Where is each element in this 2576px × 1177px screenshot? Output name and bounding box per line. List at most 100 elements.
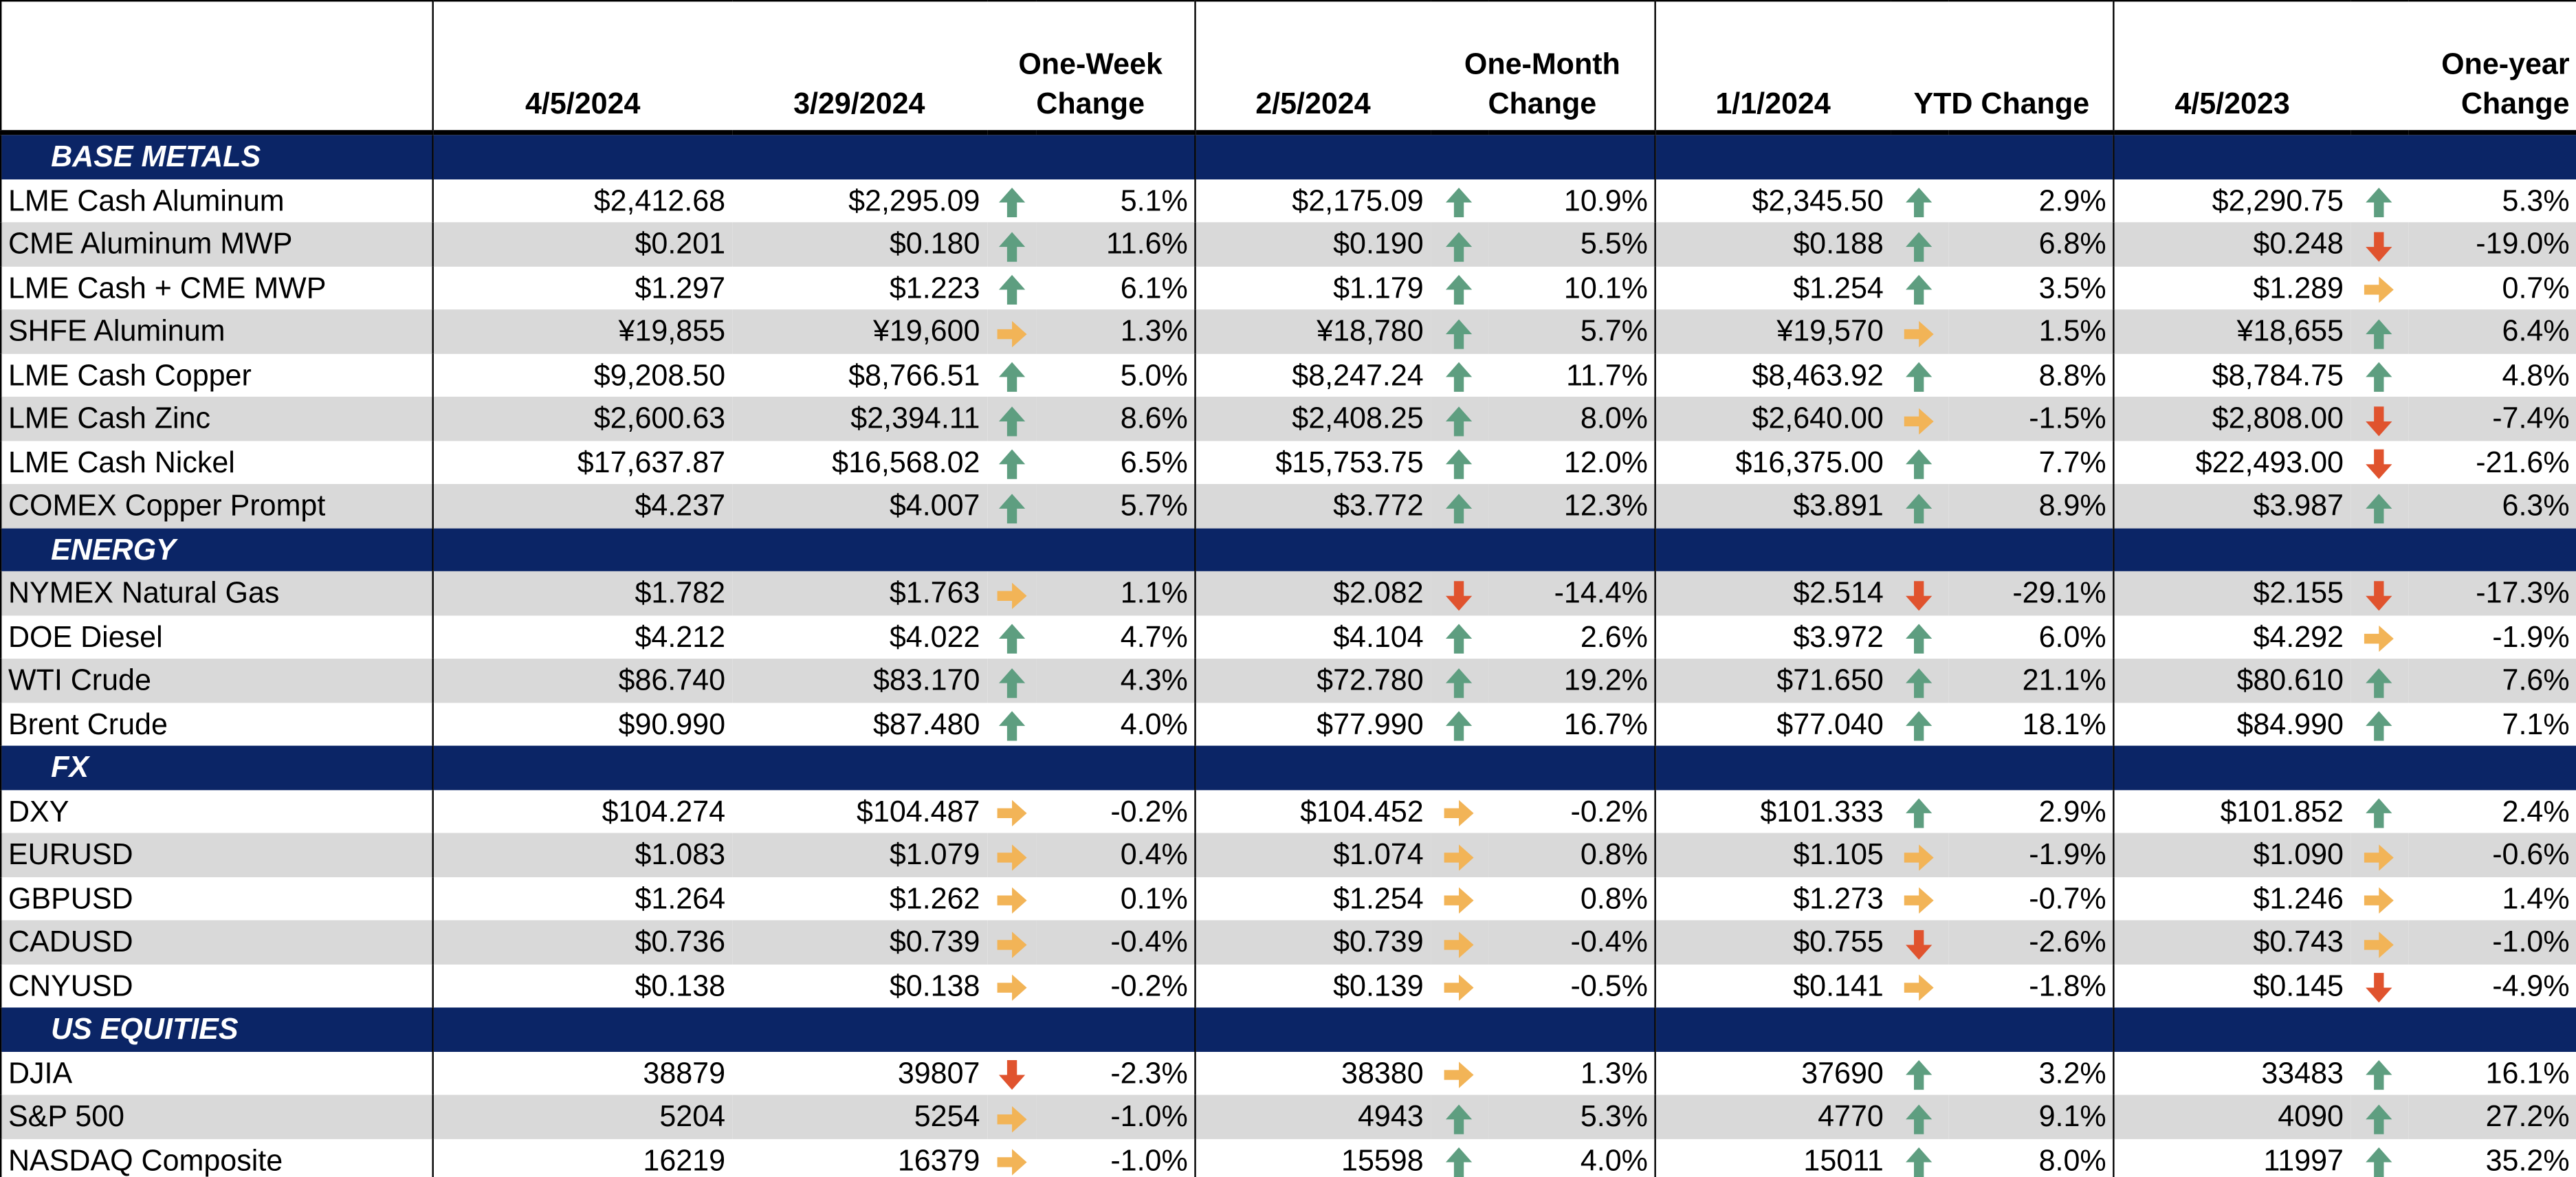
table-body: BASE METALS LME Cash Aluminum $2,412.68 $2,… xyxy=(1,132,2576,1177)
row-label: LME Cash Zinc xyxy=(1,397,433,441)
section-fill xyxy=(1194,1007,1655,1051)
value-cell: $101.852 xyxy=(2113,789,2351,833)
value-cell: $87.480 xyxy=(872,707,980,740)
change-cell: 2.9% xyxy=(2038,184,2106,217)
value-cell: $8,766.51 xyxy=(848,358,980,392)
arrow-right xyxy=(2364,625,2394,652)
change-cell: 8.0% xyxy=(2038,1143,2106,1177)
data-row: LME Cash + CME MWP $1.297 $1.223 6.1% $1.179… xyxy=(1,265,2576,310)
section-fill xyxy=(1194,745,1655,790)
value-cell: $0.139 xyxy=(1194,963,1431,1008)
section-row: FX xyxy=(1,745,2576,790)
value-cell: $4.007 xyxy=(731,483,987,528)
arrow-shape xyxy=(2364,844,2394,870)
arrow-up xyxy=(1906,187,1933,218)
arrow-shape xyxy=(2364,625,2394,652)
value-cell: 15598 xyxy=(1194,1138,1431,1177)
data-row: COMEX Copper Prompt $4.237 $4.007 5.7% $3.77… xyxy=(1,483,2576,528)
value-cell: 5204 xyxy=(432,1094,732,1138)
arrow-shape xyxy=(1445,493,1473,523)
arrow-shape xyxy=(1445,449,1473,479)
arrow-cell xyxy=(987,397,1036,441)
section-fill xyxy=(1194,132,1655,179)
value-cell: 5254 xyxy=(731,1094,987,1138)
arrow-shape xyxy=(2364,276,2394,303)
change-cell: 10.1% xyxy=(1563,271,1648,305)
arrow-shape xyxy=(998,187,1024,218)
arrow-shape xyxy=(2366,187,2392,218)
arrow-cell xyxy=(1430,266,1488,309)
arrow-cell xyxy=(987,920,1036,964)
change-cell: -2.6% xyxy=(1948,920,2114,964)
value-cell: $0.145 xyxy=(2113,963,2351,1008)
change-cell: 1.3% xyxy=(1580,1056,1648,1090)
change-cell: 3.2% xyxy=(2038,1056,2106,1090)
row-label: NYMEX Natural Gas xyxy=(1,571,433,615)
arrow-up xyxy=(1906,798,1933,828)
value-cell: $16,568.02 xyxy=(832,446,980,479)
arrow-shape xyxy=(1445,580,1473,610)
value-cell: $1.090 xyxy=(2113,833,2351,877)
value-cell: 4090 xyxy=(2113,1094,2351,1138)
row-label: WTI Crude xyxy=(1,658,433,703)
arrow-cell xyxy=(2351,1051,2408,1094)
arrow-cell xyxy=(987,658,1036,703)
arrow-up xyxy=(998,231,1024,261)
change-cell: 7.1% xyxy=(2502,707,2570,740)
arrow-cell xyxy=(1890,658,1948,703)
arrow-cell xyxy=(987,615,1036,658)
value-cell: 38380 xyxy=(1194,1050,1431,1095)
arrow-shape xyxy=(2366,362,2392,392)
arrow-up xyxy=(1445,318,1473,349)
change-cell: 6.3% xyxy=(2408,483,2576,528)
arrow-right xyxy=(996,320,1026,347)
arrow-up xyxy=(2366,1059,2392,1090)
column-header: 1/1/2024 xyxy=(1654,1,1891,135)
arrow-right xyxy=(996,582,1026,608)
change-cell: 16.7% xyxy=(1563,707,1648,740)
value-cell: $4.237 xyxy=(432,483,732,528)
change-cell: -0.2% xyxy=(1570,794,1648,828)
column-header: One-year Change xyxy=(2350,1,2576,135)
arrow-down xyxy=(2366,449,2392,479)
value-cell: $4.022 xyxy=(889,620,980,653)
row-label: GBPUSD xyxy=(8,881,133,915)
arrow-cell xyxy=(1890,222,1948,266)
row-label: CME Aluminum MWP xyxy=(1,222,433,266)
arrow-up xyxy=(1445,449,1473,479)
value-cell: $0.138 xyxy=(432,963,732,1008)
arrow-shape xyxy=(2366,449,2392,479)
change-cell: 4.3% xyxy=(1035,658,1196,703)
arrow-cell xyxy=(1430,571,1488,615)
value-cell: 33483 xyxy=(2113,1050,2351,1095)
arrow-cell xyxy=(987,222,1036,266)
arrow-shape xyxy=(2366,973,2392,1003)
arrow-shape xyxy=(1906,449,1933,479)
value-cell: 4770 xyxy=(1654,1094,1891,1138)
arrow-shape xyxy=(1906,624,1933,654)
value-cell: $2,808.00 xyxy=(2113,397,2351,441)
value-cell: $2.082 xyxy=(1194,571,1431,615)
arrow-cell xyxy=(987,789,1036,833)
value-cell: $8,784.75 xyxy=(2113,353,2351,397)
section-fill xyxy=(2113,527,2576,571)
change-cell: -0.4% xyxy=(1035,920,1196,964)
data-row: S&P 500 5204 5254 -1.0% 4943 5.3% 4770 9.1% 4090… xyxy=(1,1094,2576,1138)
change-cell: 12.0% xyxy=(1563,446,1648,479)
arrow-down xyxy=(2366,580,2392,610)
arrow-right xyxy=(1444,800,1474,826)
arrow-shape xyxy=(996,887,1026,914)
change-cell: 2.6% xyxy=(1580,620,1648,653)
arrow-cell xyxy=(2351,615,2408,658)
arrow-cell xyxy=(1430,1094,1488,1138)
arrow-cell xyxy=(2350,397,2408,441)
arrow-shape xyxy=(1445,274,1473,305)
section-fill xyxy=(1654,1007,2114,1051)
change-cell: -1.0% xyxy=(1110,1143,1188,1177)
value-cell: $1.264 xyxy=(432,877,732,921)
change-cell: -1.9% xyxy=(2492,620,2570,653)
arrow-up xyxy=(1445,711,1473,741)
value-cell: ¥19,570 xyxy=(1654,309,1891,353)
